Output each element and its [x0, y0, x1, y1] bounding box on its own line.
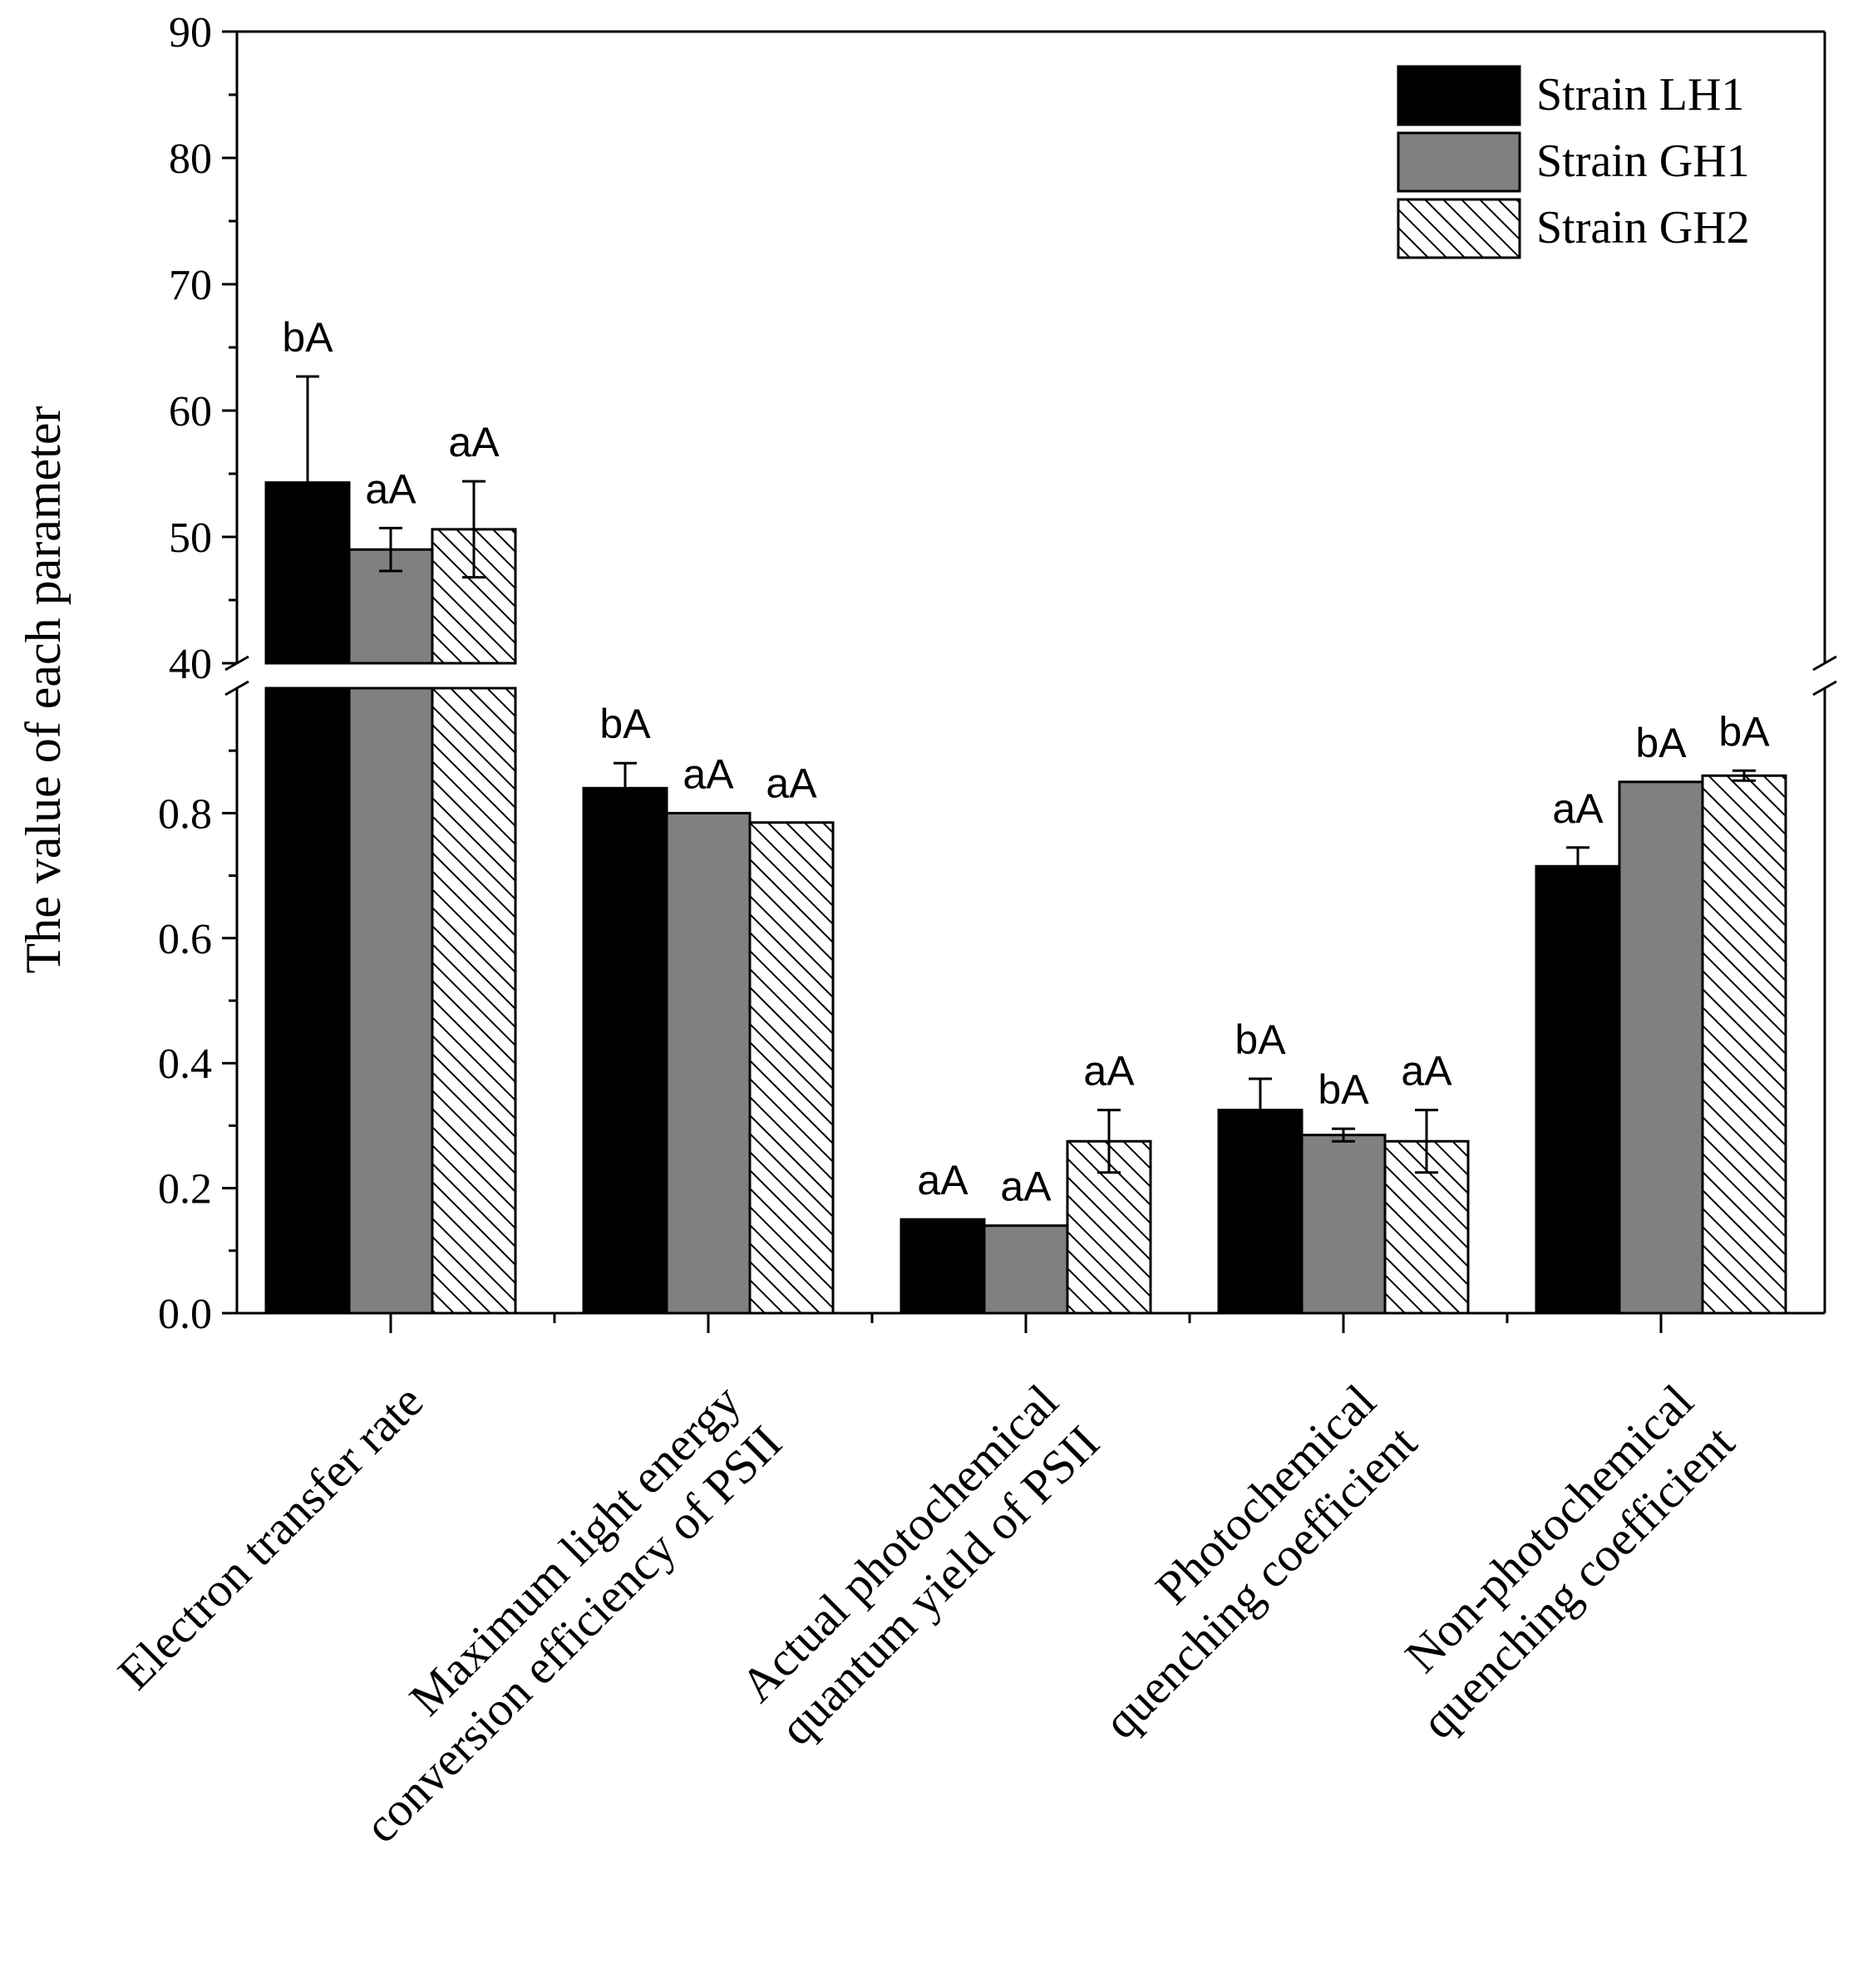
x-category-label: Non-photochemicalquenching coefficient: [1370, 1374, 1745, 1749]
axis-break-right-bottom: [1812, 680, 1837, 696]
y-tick-label: 70: [169, 262, 212, 309]
legend-label: Strain LH1: [1536, 69, 1744, 121]
significance-label: bA: [282, 314, 333, 361]
significance-label: bA: [1235, 1016, 1286, 1063]
bar: [1618, 780, 1704, 1315]
legend-swatch: [1397, 131, 1521, 193]
bar: [899, 1218, 986, 1315]
y-tick-label: 0.4: [158, 1041, 212, 1088]
bar-lower: [431, 686, 517, 1315]
bar: [1701, 774, 1787, 1315]
legend-label: Strain GH2: [1536, 202, 1750, 253]
y-tick-label: 0.0: [158, 1291, 212, 1338]
significance-label: aA: [448, 419, 500, 465]
legend-swatch: [1397, 198, 1521, 259]
bar: [1217, 1109, 1304, 1315]
significance-label: aA: [1000, 1164, 1052, 1210]
x-category-label-line: Electron transfer rate: [107, 1374, 433, 1700]
y-tick-label: 0.8: [158, 790, 212, 838]
y-tick-label: 0.6: [158, 916, 212, 963]
significance-label: bA: [1635, 720, 1687, 766]
y-tick-label: 60: [169, 388, 212, 435]
bar-lower: [347, 686, 434, 1315]
bar-lower: [264, 686, 351, 1315]
significance-label: aA: [766, 760, 817, 807]
bar: [1535, 864, 1621, 1315]
bar: [582, 786, 668, 1315]
axis-break-left-bottom: [224, 680, 249, 696]
bar: [1300, 1134, 1387, 1315]
bar: [665, 811, 752, 1315]
y-tick-label: 40: [169, 641, 212, 688]
significance-label: bA: [1718, 708, 1770, 755]
axis-break-right-top: [1812, 655, 1837, 672]
significance-label: aA: [683, 750, 734, 797]
plot-area: [222, 30, 1837, 1333]
significance-label: aA: [1083, 1048, 1135, 1095]
x-category-label: Photochemicalquenching coefficient: [1052, 1374, 1427, 1749]
significance-label: aA: [365, 465, 416, 512]
y-tick-label: 0.2: [158, 1166, 212, 1213]
significance-label: aA: [917, 1157, 968, 1203]
significance-label: bA: [1318, 1066, 1369, 1113]
x-category-label-line: Maximum light energy: [399, 1374, 751, 1725]
y-tick-label: 80: [169, 135, 212, 183]
legend-label: Strain GH1: [1536, 135, 1750, 187]
x-category-label: Electron transfer rate: [107, 1374, 433, 1700]
x-category-label-line: conversion efficiency of PSII: [354, 1415, 792, 1853]
significance-label: bA: [599, 701, 651, 747]
y-tick-label: 90: [169, 9, 212, 57]
significance-label: aA: [1552, 785, 1604, 832]
y-axis-label: The value of each parameter: [16, 406, 71, 974]
significance-label: aA: [1401, 1048, 1452, 1095]
bar: [983, 1224, 1069, 1315]
legend-swatch: [1397, 65, 1521, 126]
bar: [748, 821, 835, 1315]
y-tick-label: 50: [169, 514, 212, 562]
x-category-label: Actual photochemicalquantum yield of PSI…: [728, 1374, 1110, 1755]
